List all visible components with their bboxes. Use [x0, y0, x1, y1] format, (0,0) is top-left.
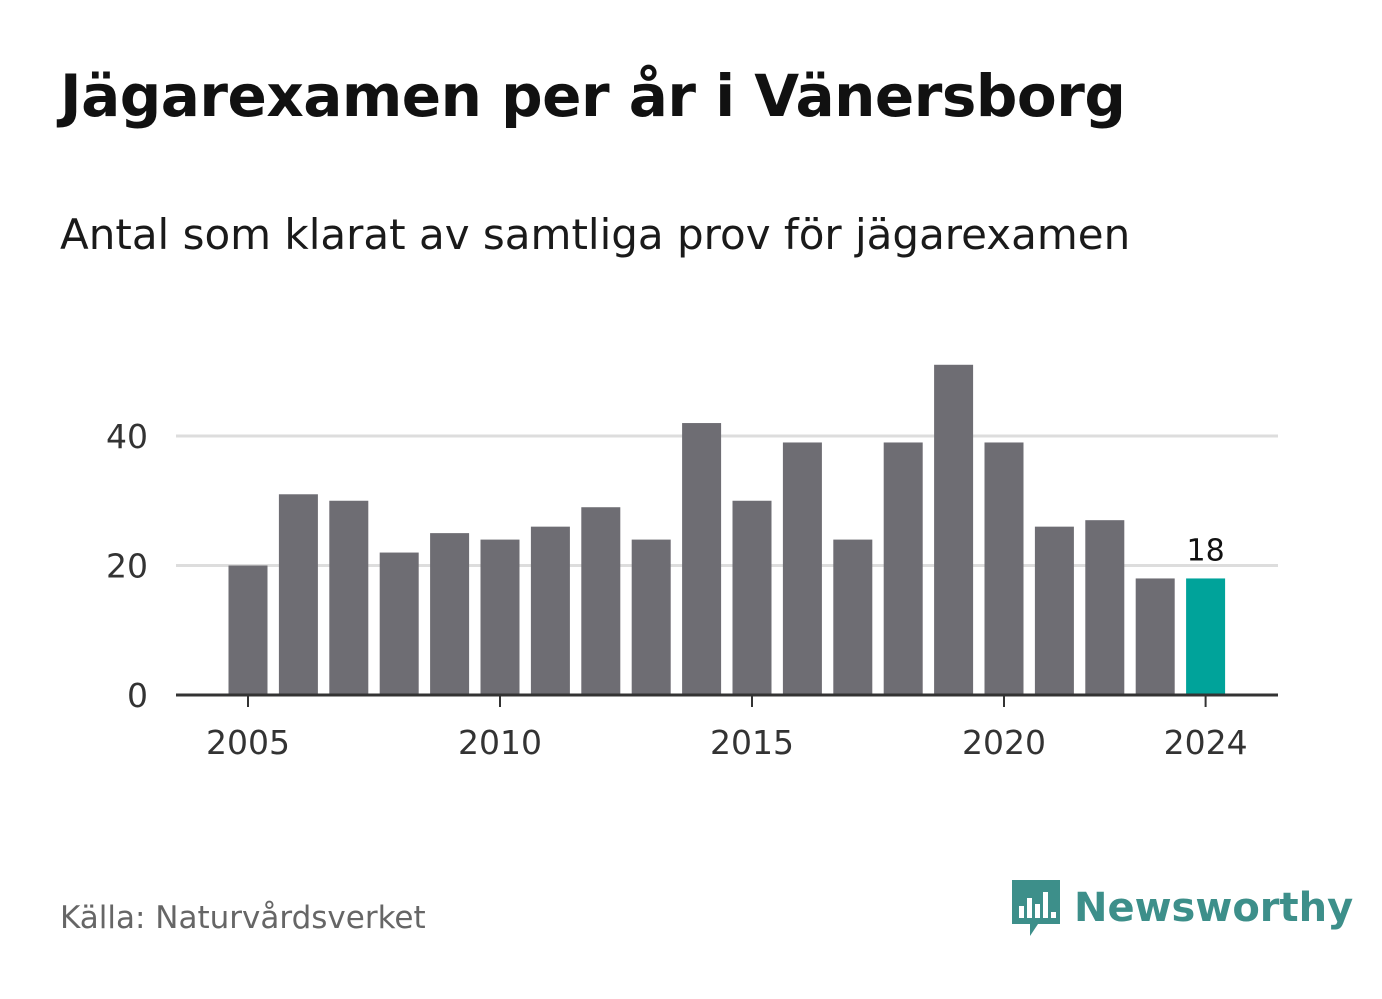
bar-2012: [581, 507, 621, 695]
bar-2016: [782, 442, 822, 695]
bar-2024: [1186, 578, 1226, 695]
bar-2011: [530, 526, 570, 695]
bar-2005: [228, 565, 268, 695]
x-tick-label: 2024: [1164, 723, 1248, 762]
chart-title: Jägarexamen per år i Vänersborg: [60, 62, 1126, 130]
brand-logo: Newsworthy: [1010, 878, 1353, 938]
y-tick-label: 0: [127, 676, 148, 715]
bar-2014: [682, 423, 722, 695]
bar-2009: [430, 533, 470, 695]
bar-2015: [732, 500, 772, 695]
x-tick-label: 2020: [962, 723, 1046, 762]
bar-2006: [278, 494, 318, 695]
data-label-2024: 18: [1187, 533, 1225, 568]
x-tick-label: 2010: [458, 723, 542, 762]
y-tick-label: 40: [106, 417, 148, 456]
bar-2007: [329, 500, 369, 695]
bar-chart-speech-bubble-icon: [1012, 880, 1060, 936]
bar-2010: [480, 539, 520, 695]
bar-2017: [833, 539, 873, 695]
x-tick-label: 2005: [206, 723, 290, 762]
bar-2020: [984, 442, 1024, 695]
bar-2018: [883, 442, 923, 695]
brand-name: Newsworthy: [1074, 885, 1354, 931]
x-tick-label: 2015: [710, 723, 794, 762]
source-note: Källa: Naturvårdsverket: [60, 900, 426, 936]
bar-2022: [1085, 520, 1125, 695]
bar-2013: [631, 539, 671, 695]
bar-2021: [1034, 526, 1074, 695]
y-tick-label: 20: [106, 547, 148, 586]
bar-2023: [1135, 578, 1175, 695]
bar-chart: 0 20 40 2005 2010 2015 2020 2024 18: [106, 364, 1278, 762]
chart-subtitle: Antal som klarat av samtliga prov för jä…: [60, 210, 1131, 259]
bar-2019: [934, 364, 974, 695]
bar-2008: [379, 552, 419, 695]
